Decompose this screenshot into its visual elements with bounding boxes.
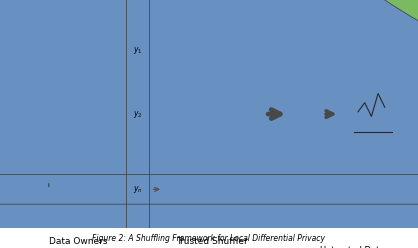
Bar	[355, 112, 361, 132]
Text: $y_n$: $y_n$	[248, 109, 258, 120]
Text: •: •	[303, 159, 307, 165]
Text: •: •	[303, 141, 307, 147]
Text: $y_1$: $y_1$	[133, 45, 143, 56]
Polygon shape	[31, 40, 65, 51]
Bar	[375, 93, 381, 132]
Text: $y_2$: $y_2$	[248, 45, 257, 56]
Text: DO$_2$: DO$_2$	[29, 109, 48, 119]
Text: •: •	[303, 150, 307, 156]
Circle shape	[36, 31, 60, 44]
Text: •: •	[171, 141, 176, 147]
Text: Untrusted Data
Aggregator (Analyst): Untrusted Data Aggregator (Analyst)	[308, 247, 396, 248]
Text: •: •	[251, 159, 255, 165]
Text: •: •	[76, 157, 81, 166]
Text: •: •	[76, 139, 81, 148]
Text: $y_1$: $y_1$	[301, 184, 310, 195]
Text: Figure 2: A Shuffling Framework for Local Differential Privacy: Figure 2: A Shuffling Framework for Loca…	[92, 234, 326, 243]
Text: •: •	[251, 141, 255, 147]
Text: DO$_1$: DO$_1$	[29, 45, 48, 56]
Circle shape	[36, 95, 60, 108]
Circle shape	[36, 170, 60, 183]
Text: $y_2$: $y_2$	[301, 45, 310, 56]
Text: •: •	[76, 148, 81, 157]
Text: $y_n$: $y_n$	[133, 184, 143, 195]
Text: •: •	[251, 150, 255, 156]
Text: Trusted Shuffler: Trusted Shuffler	[176, 237, 248, 246]
Text: $x_1 \rightarrow \mu(x_1)$: $x_1 \rightarrow \mu(x_1)$	[64, 45, 99, 55]
Circle shape	[43, 183, 54, 189]
Polygon shape	[31, 179, 65, 190]
Text: $\sigma$: $\sigma$	[206, 105, 220, 123]
Text: $x_n \rightarrow \mu(x_n)$: $x_n \rightarrow \mu(x_n)$	[64, 184, 99, 194]
Polygon shape	[31, 104, 65, 115]
Text: $y_1$: $y_1$	[248, 184, 257, 195]
Text: $x_2 \rightarrow \mu(x_2)$: $x_2 \rightarrow \mu(x_2)$	[64, 109, 99, 119]
Text: $y_n$: $y_n$	[168, 184, 178, 195]
Text: i: i	[47, 184, 49, 188]
Text: $y_2$: $y_2$	[133, 109, 143, 120]
Text: $y_2$: $y_2$	[169, 109, 178, 120]
Text: DO$_n$: DO$_n$	[29, 184, 48, 195]
Text: •: •	[171, 150, 176, 156]
Bar	[369, 116, 374, 132]
Bar	[382, 107, 387, 132]
Bar	[362, 103, 367, 132]
Text: •: •	[171, 159, 176, 165]
Text: $y_1$: $y_1$	[169, 45, 178, 56]
Text: Data
Analysis: Data Analysis	[358, 135, 387, 148]
Text: Data Owners: Data Owners	[49, 237, 107, 246]
Text: $y_n$: $y_n$	[300, 109, 310, 120]
